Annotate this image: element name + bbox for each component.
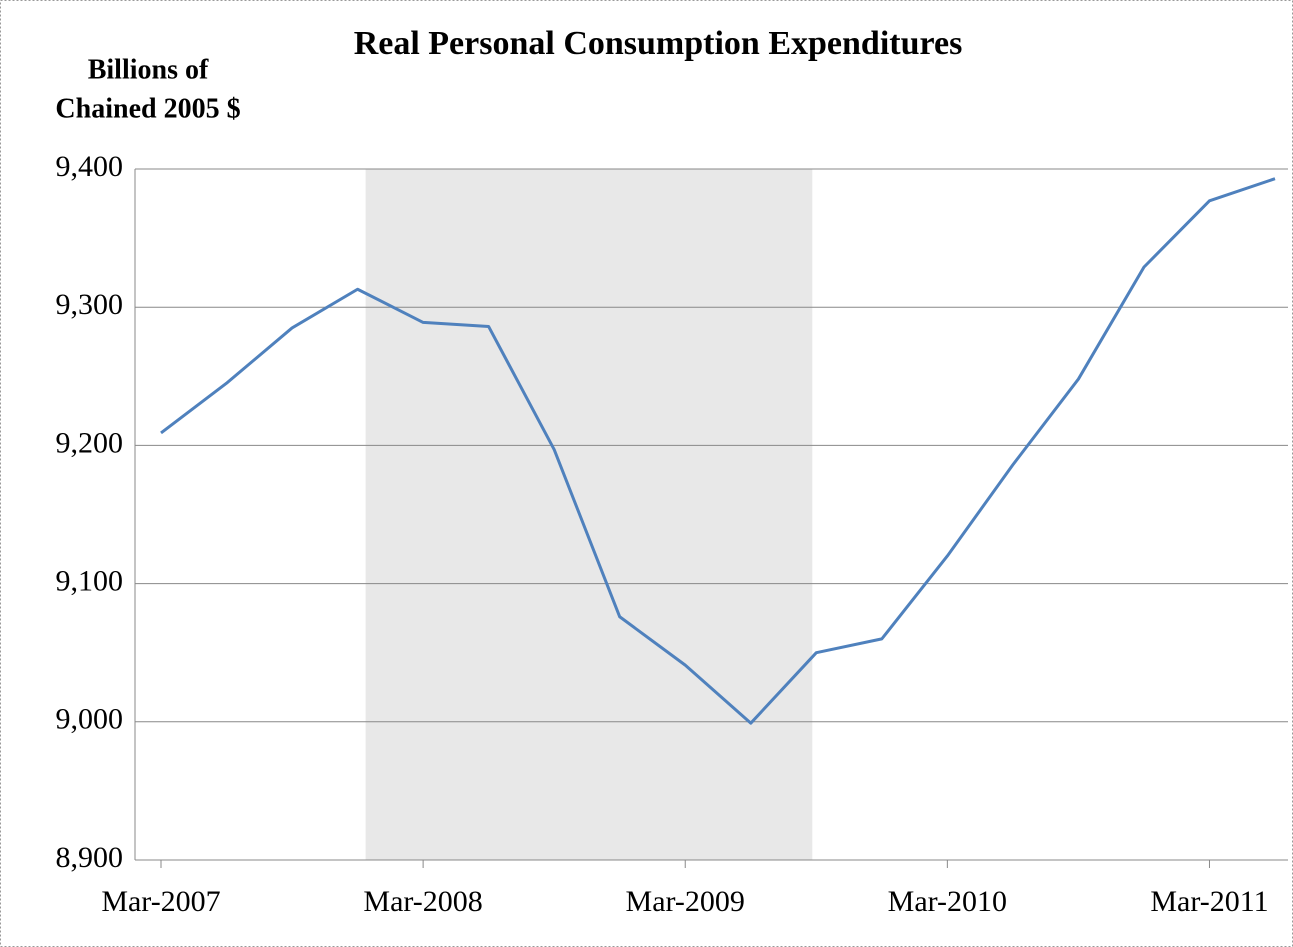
x-tick-label: Mar-2010 [888,885,1007,918]
y-tick-label: 9,300 [56,288,124,321]
y-axis-label: Chained 2005 $ [55,93,240,124]
y-tick-label: 9,400 [56,150,124,183]
x-tick-label: Mar-2011 [1150,885,1268,918]
y-axis-label: Billions of [88,54,209,85]
shaded-region [365,169,813,860]
x-tick-label: Mar-2009 [626,885,745,918]
y-tick-label: 9,200 [56,426,124,459]
y-tick-label: 8,900 [56,841,124,874]
chart-title: Real Personal Consumption Expenditures [354,25,963,62]
x-tick-label: Mar-2007 [101,885,220,918]
x-tick-label: Mar-2008 [363,885,482,918]
y-tick-label: 9,100 [56,564,124,597]
y-tick-label: 9,000 [56,703,124,736]
data-line [160,177,1276,725]
